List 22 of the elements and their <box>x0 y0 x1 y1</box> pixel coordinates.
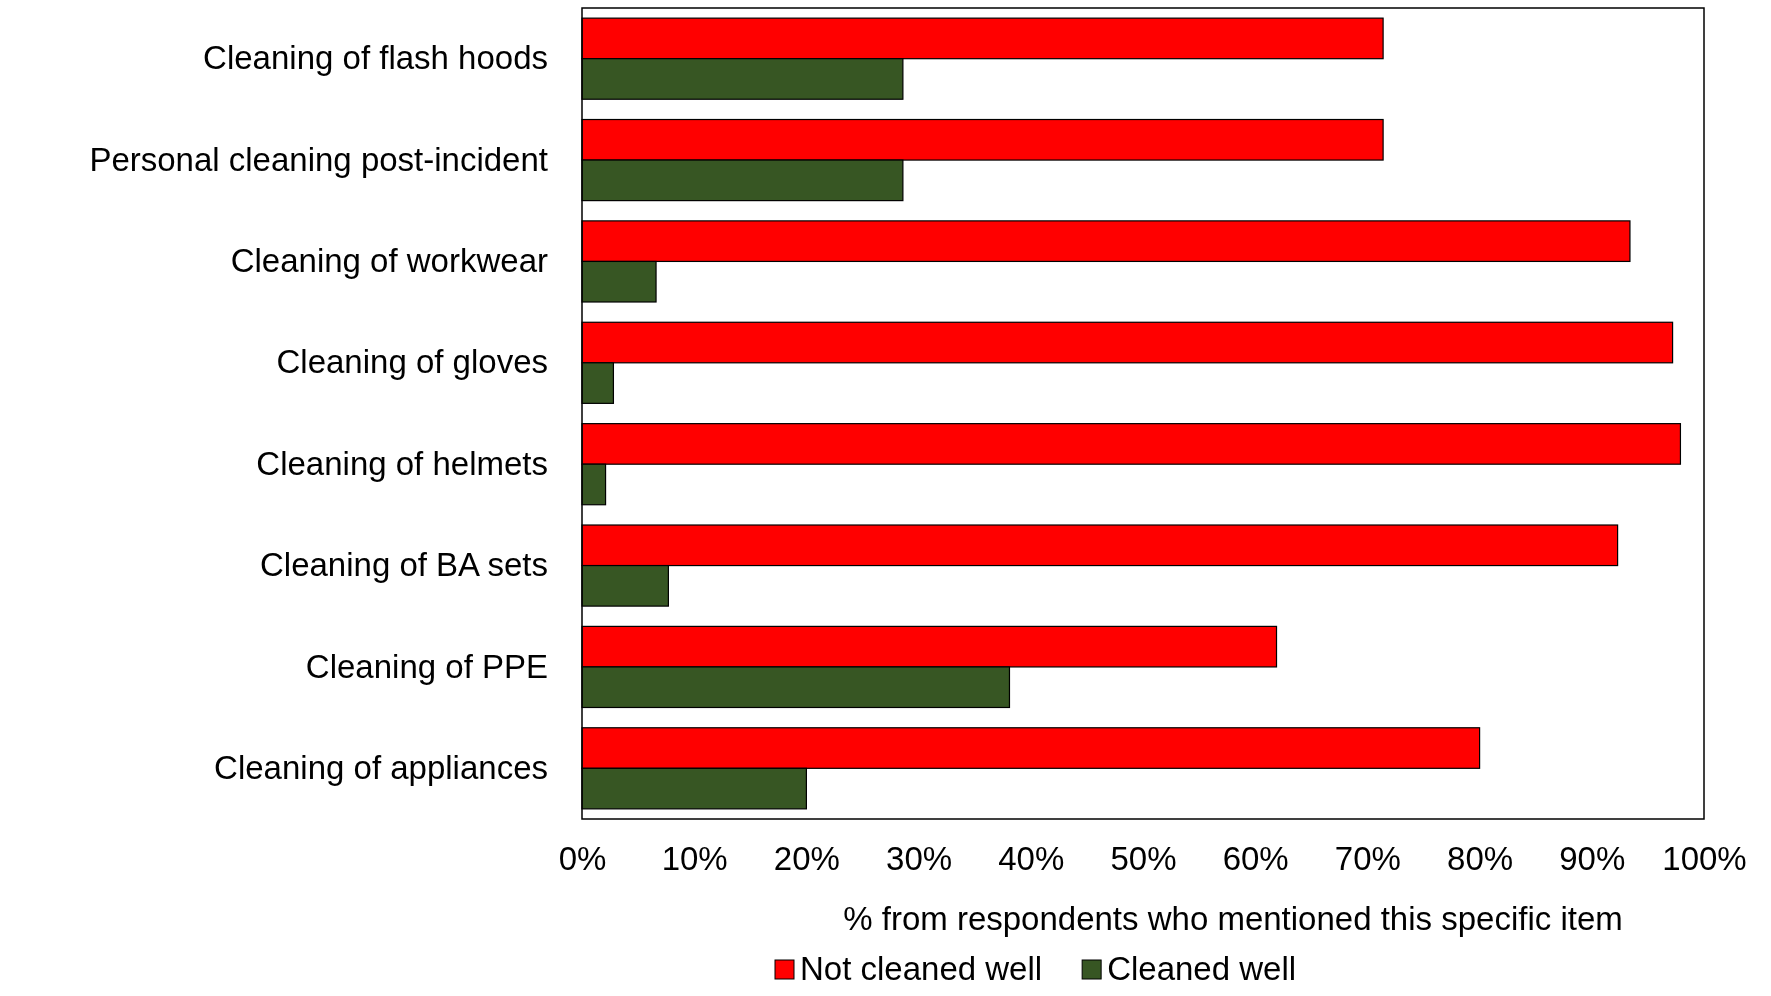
legend-label: Not cleaned well <box>800 950 1043 987</box>
x-tick-label: 10% <box>661 840 728 878</box>
x-tick-label: 70% <box>1334 840 1401 878</box>
x-tick-label: 100% <box>1662 840 1747 878</box>
x-tick-label: 90% <box>1559 840 1626 878</box>
y-tick-label: Cleaning of helmets <box>256 444 548 482</box>
y-tick-label: Cleaning of flash hoods <box>203 39 548 77</box>
x-tick-label: 50% <box>1110 840 1177 878</box>
y-tick-label: Cleaning of BA sets <box>259 546 548 584</box>
y-tick-label: Cleaning of PPE <box>305 647 548 685</box>
x-axis-title: % from respondents who mentioned this specific item <box>843 900 1623 937</box>
y-tick-label: Cleaning of appliances <box>214 748 548 786</box>
x-tick-label: 40% <box>998 840 1065 878</box>
x-tick-label: 80% <box>1447 840 1514 878</box>
legend-label: Cleaned well <box>1107 950 1297 987</box>
x-tick-label: 0% <box>558 840 607 878</box>
y-tick-label: Personal cleaning post-incident <box>89 140 548 178</box>
y-tick-label: Cleaning of gloves <box>276 343 548 381</box>
x-tick-label: 60% <box>1222 840 1289 878</box>
x-tick-label: 20% <box>773 840 840 878</box>
x-tick-label: 30% <box>886 840 953 878</box>
y-tick-label: Cleaning of workwear <box>230 242 548 279</box>
